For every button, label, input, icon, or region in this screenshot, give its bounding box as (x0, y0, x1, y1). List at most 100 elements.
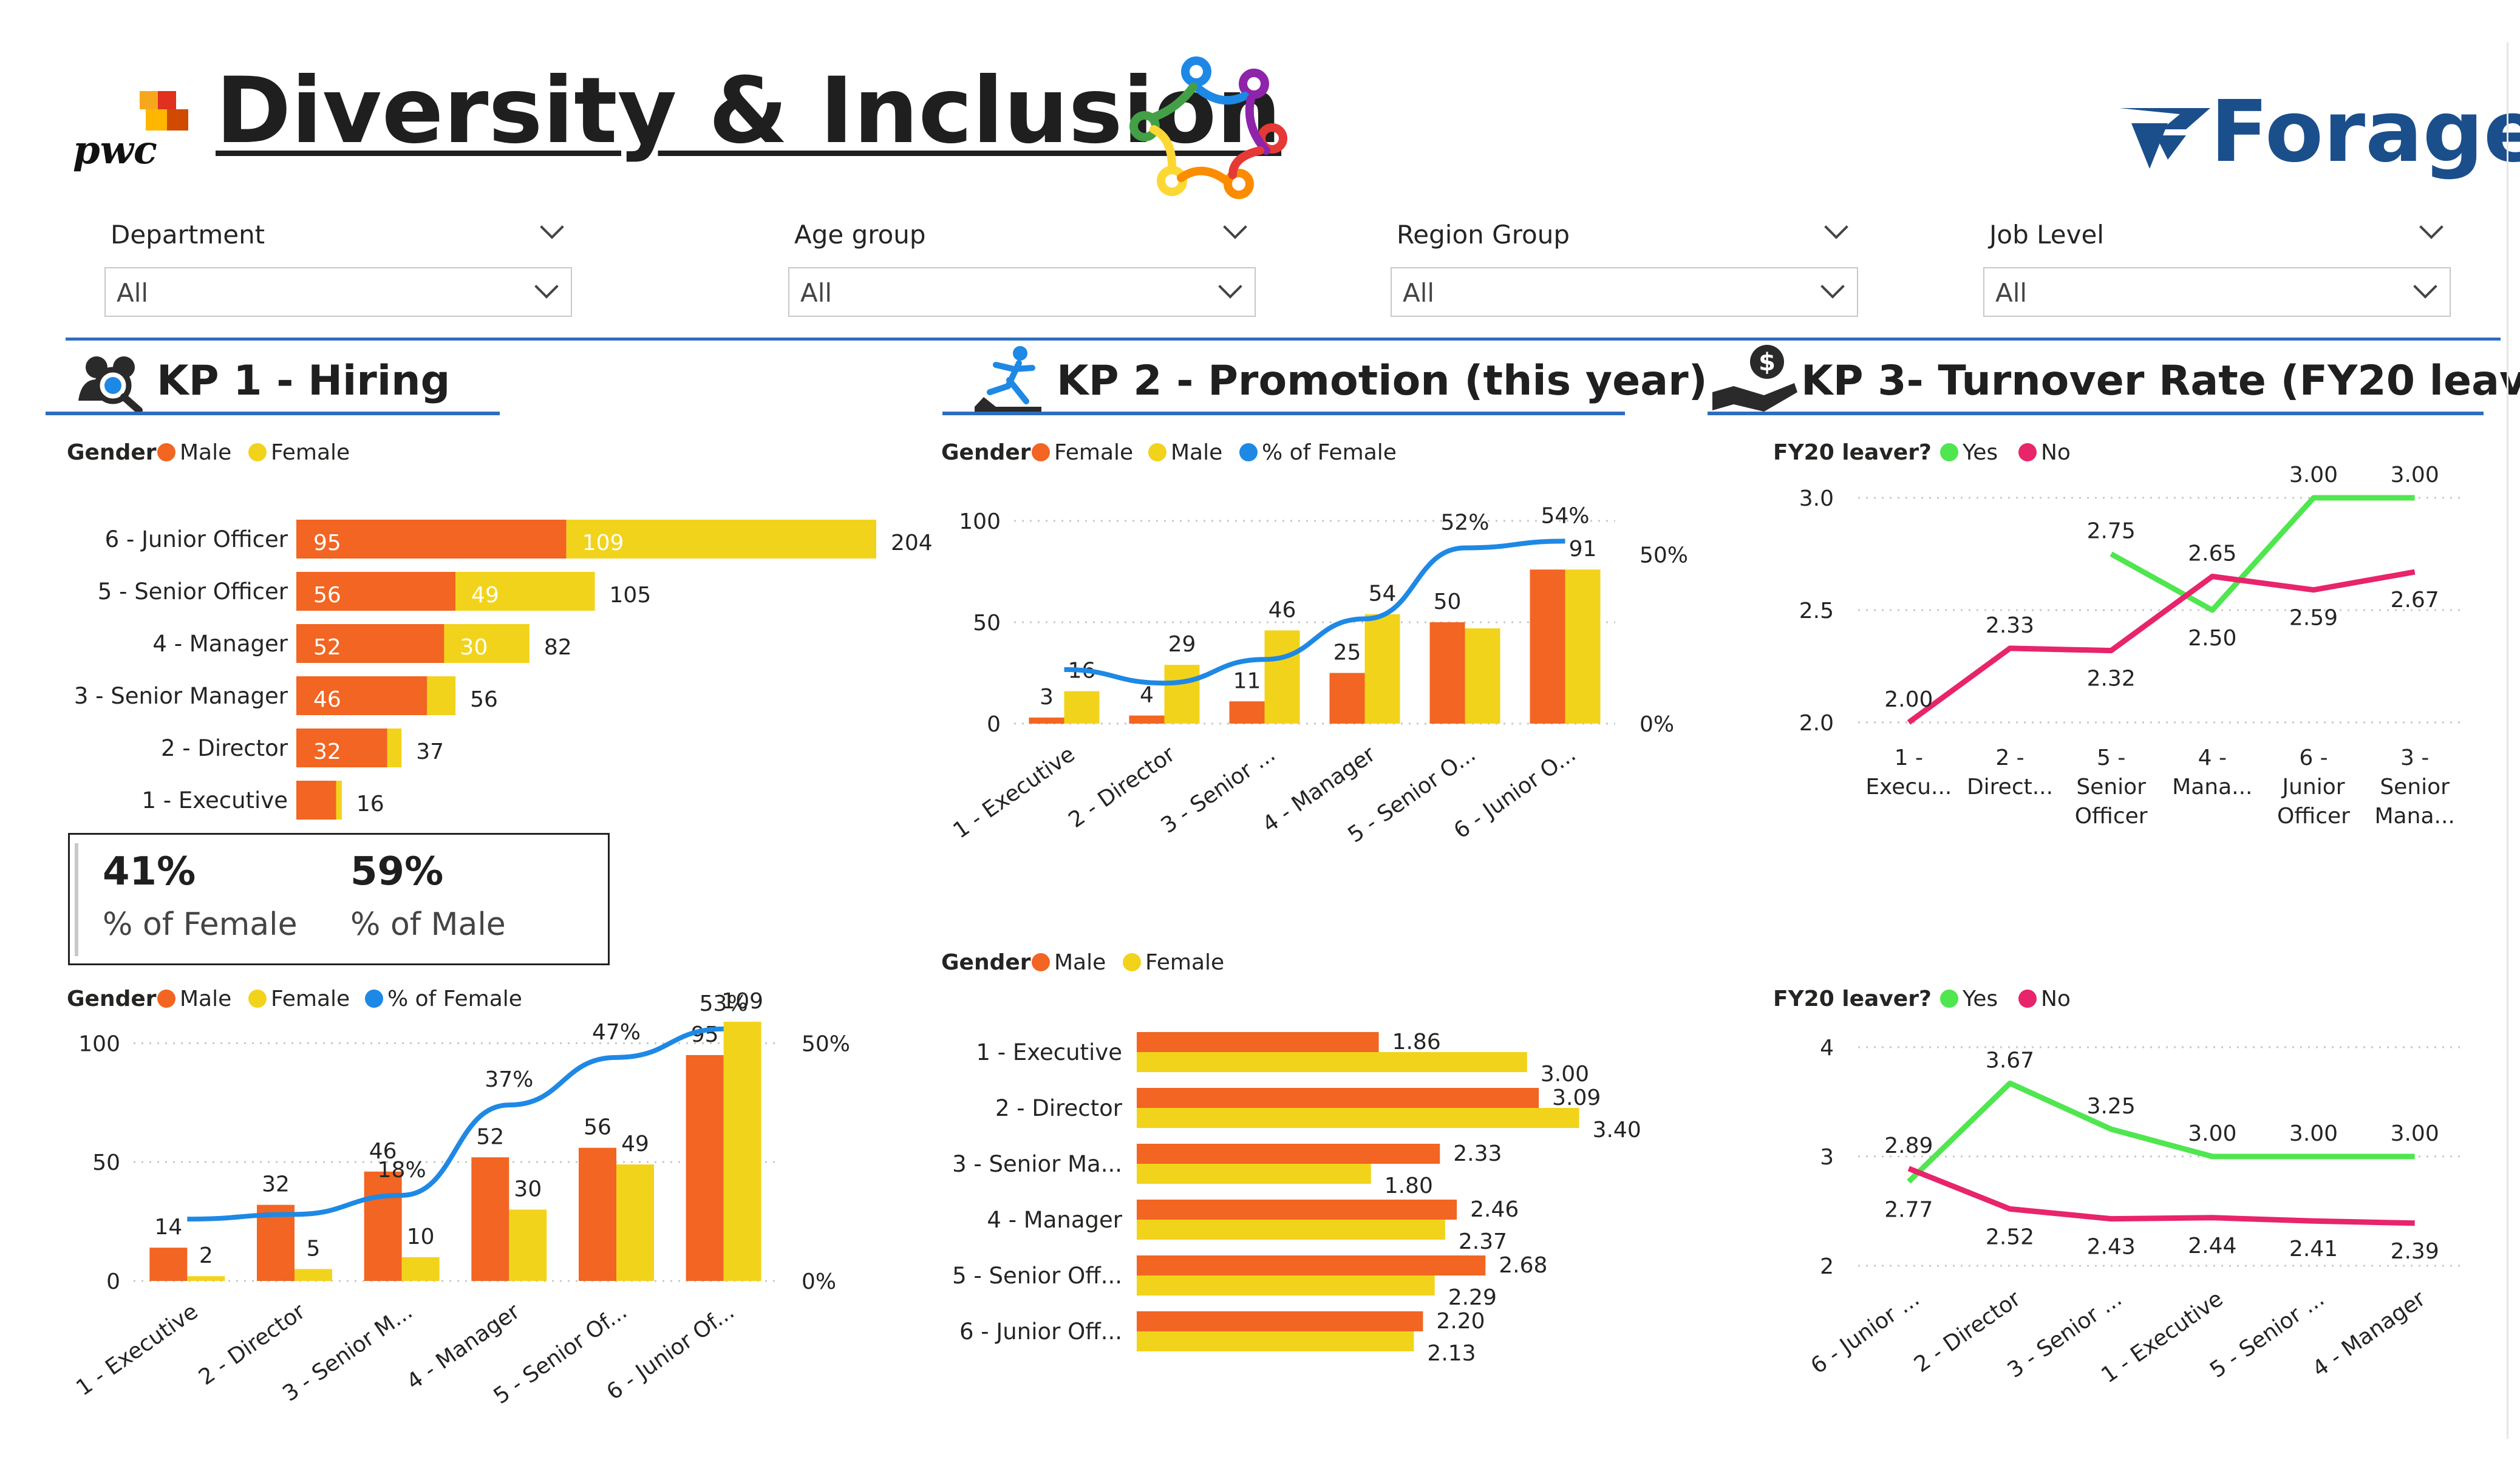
x-tick-label: Mana... (2172, 775, 2252, 800)
data-label-female: 109 (721, 989, 763, 1014)
data-label-no: 2.89 (1884, 1133, 1933, 1158)
bar-female (1137, 1275, 1435, 1296)
bar-male (1164, 665, 1200, 724)
category-label: 2 - Director (995, 1095, 1123, 1121)
hiring-search-icon (78, 356, 143, 413)
pwc-logo: pwc (73, 85, 188, 176)
bar-female (1137, 1052, 1527, 1072)
legend-marker-female (248, 443, 267, 461)
line-label-pct-female: 53% (700, 991, 748, 1016)
y2-tick-label: 0% (802, 1269, 836, 1294)
legend-label-male: Male (180, 440, 231, 465)
data-label-male: 32 (262, 1172, 290, 1197)
y-tick-label: 50 (973, 611, 1001, 636)
legend-label-male: Male (1171, 440, 1222, 465)
data-label-yes: 3.67 (1986, 1048, 2034, 1073)
y-tick-label: 4 (1820, 1036, 1834, 1061)
filter-label-department: Department (111, 220, 265, 250)
forage-logo: Forage (2119, 83, 2520, 212)
line-pct-female (1064, 538, 1565, 686)
data-label-total: 105 (610, 583, 652, 608)
job-level-dropdown[interactable]: All (1983, 267, 2451, 317)
x-tick-label: 5 - (2097, 745, 2125, 770)
legend-label-no: No (2041, 440, 2071, 465)
gender-kpi-card: 41% % of Female 59% % of Male (68, 833, 610, 965)
line-label-pct-female: 52% (1440, 511, 1489, 535)
legend-label--of-female: % of Female (1262, 440, 1397, 465)
legend-label-female: Female (271, 440, 350, 465)
data-label-male: 3.09 (1552, 1085, 1601, 1110)
kpi-accent-bar (75, 843, 78, 956)
bar-female (1530, 569, 1565, 724)
legend-label--of-female: % of Female (387, 987, 522, 1011)
job-level-dropdown-value: All (1995, 278, 2028, 308)
bar-female (1429, 622, 1465, 724)
legend-title: Gender (67, 987, 157, 1011)
male-percentage-value: 59% (350, 849, 444, 894)
x-tick-label: Senior (2380, 775, 2450, 800)
data-label-total: 56 (470, 687, 498, 712)
section-rule-kp2 (942, 412, 1625, 415)
chevron-down-icon[interactable] (2419, 215, 2443, 239)
y2-tick-label: 0% (1640, 712, 1674, 737)
x-tick-label: Officer (2075, 804, 2148, 829)
data-label-no: 2.43 (2087, 1235, 2136, 1260)
legend-marker-no (2018, 990, 2037, 1008)
y-tick-label: 2.0 (1799, 711, 1834, 736)
data-label-female: 3.00 (1541, 1062, 1589, 1087)
category-label: 5 - Senior Officer (98, 579, 288, 605)
data-label-female: 2 (199, 1243, 213, 1268)
bar-male (579, 1147, 616, 1281)
svg-text:$: $ (1759, 348, 1776, 376)
diversity-people-icon (1129, 56, 1287, 199)
line-label-pct-female: 37% (485, 1067, 533, 1092)
department-dropdown[interactable]: All (104, 267, 572, 317)
bar-male (471, 1157, 509, 1281)
chevron-down-icon (534, 274, 559, 299)
data-label-female: 2.13 (1427, 1341, 1476, 1366)
chevron-down-icon[interactable] (1824, 215, 1848, 239)
promotion-gender-combo-chart: Gender Female Male % of Female 0 50 100 0% 50% 3 1… (941, 440, 1688, 848)
legend-marker-female (1123, 953, 1141, 971)
bar-female (401, 1257, 440, 1281)
section-title-kp3: KP 3- Turnover Rate (FY20 leavers) (1801, 357, 2520, 405)
region-group-dropdown[interactable]: All (1391, 267, 1858, 317)
age-group-dropdown-value: All (800, 278, 833, 308)
bar-female (444, 624, 530, 663)
forage-logo-icon (2119, 108, 2210, 169)
x-tick-label: Officer (2277, 804, 2350, 829)
bar-female (187, 1276, 225, 1281)
data-label-total: 16 (356, 792, 384, 817)
age-group-dropdown[interactable]: All (788, 267, 1256, 317)
x-tick-label: Direct... (1967, 775, 2053, 800)
data-label-female: 11 (1233, 668, 1261, 693)
x-tick-label: Mana... (2375, 804, 2455, 829)
category-label: 6 - Junior Officer (105, 526, 288, 552)
data-label-female: 30 (514, 1177, 542, 1202)
data-label-female: 2.29 (1448, 1285, 1497, 1310)
data-label-male: 32 (313, 739, 341, 764)
bar-male (296, 728, 387, 767)
x-tick-label: 3 - (2400, 745, 2429, 770)
data-label-no: 2.00 (1884, 687, 1933, 712)
data-label-no: 2.52 (1986, 1224, 2034, 1249)
data-label-yes: 2.50 (2188, 626, 2236, 651)
data-label-male: 46 (1269, 597, 1296, 622)
chevron-down-icon[interactable] (540, 215, 564, 239)
line-label-pct-female: 18% (378, 1158, 426, 1183)
data-label-yes: 3.00 (2188, 1121, 2236, 1146)
category-label: 4 - Manager (987, 1207, 1122, 1233)
data-label-female: 1.80 (1384, 1173, 1433, 1198)
bar-female (1329, 673, 1365, 724)
data-label-male: 56 (313, 583, 341, 608)
line-label-pct-female: 47% (592, 1020, 641, 1045)
forage-logo-text: Forage (2210, 83, 2520, 182)
legend-label-male: Male (1054, 950, 1106, 975)
bar-female (455, 572, 595, 611)
chevron-down-icon[interactable] (1223, 215, 1247, 239)
x-tick-label: 6 - Junior ... (1807, 1286, 1924, 1379)
page-title: Diversity & Inclusion (216, 58, 1282, 164)
legend-marker-yes (1940, 990, 1958, 1008)
bar-female (566, 520, 876, 559)
